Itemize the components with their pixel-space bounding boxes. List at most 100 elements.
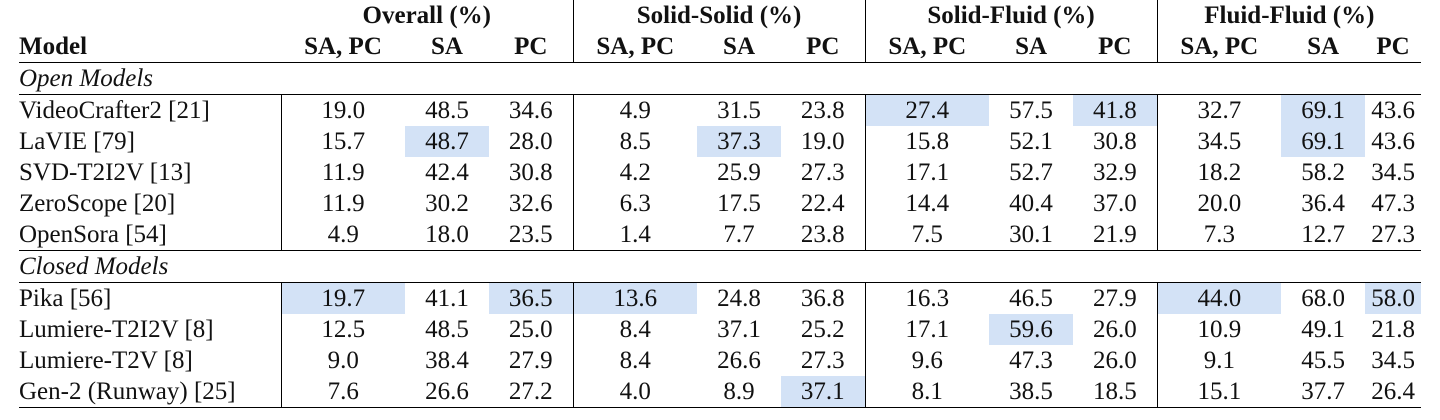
- value-cell: 41.1: [405, 282, 489, 314]
- value-cell: 7.3: [1156, 219, 1282, 251]
- value-cell: 8.1: [864, 376, 990, 408]
- value-cell: 48.5: [405, 94, 489, 126]
- value-cell: 34.5: [1371, 159, 1415, 186]
- subheader-sa-pc: SA, PC: [304, 33, 382, 60]
- value-cell: 38.4: [425, 347, 469, 374]
- value-cell: 23.8: [800, 221, 845, 248]
- value-cell: 48.7: [405, 126, 489, 157]
- value-cell: 15.8: [864, 126, 990, 157]
- value-cell: 43.6: [1365, 94, 1422, 126]
- value-cell: 17.1: [864, 314, 990, 345]
- subheader-pc: PC: [514, 33, 548, 60]
- value-cell: 42.4: [425, 159, 469, 186]
- value-cell: 49.1: [1301, 316, 1345, 343]
- subheader-sa: SA: [723, 33, 756, 60]
- value-cell: 20.0: [1156, 188, 1282, 219]
- value-cell: 8.9: [697, 376, 782, 408]
- value-cell: 34.5: [1371, 347, 1415, 374]
- value-cell: 69.1: [1281, 94, 1366, 126]
- value-cell: 23.5: [508, 221, 553, 248]
- value-cell: 58.2: [1301, 159, 1345, 186]
- subheader-row: Model SA, PC SA PC SA, PC SA PC SA, PC S…: [19, 31, 1421, 63]
- value-cell: 7.7: [723, 221, 755, 248]
- value-cell: 19.0: [800, 128, 845, 155]
- value-cell: 14.4: [864, 188, 990, 219]
- value-cell: 8.4: [572, 314, 698, 345]
- value-cell: 4.9: [572, 94, 698, 126]
- value-cell: 36.4: [1301, 190, 1345, 217]
- value-cell: 4.9: [280, 219, 405, 251]
- value-cell: 9.6: [864, 345, 990, 376]
- value-cell: 52.1: [1009, 128, 1053, 155]
- model-name-cell: Gen-2 (Runway) [25]: [19, 376, 281, 408]
- model-name-cell: LaVIE [79]: [19, 128, 135, 155]
- subheader-sa: SA: [1015, 33, 1048, 60]
- value-cell: 11.9: [280, 188, 405, 219]
- value-cell: 32.9: [1092, 159, 1137, 186]
- section-label: Open Models: [19, 62, 1422, 95]
- value-cell: 68.0: [1281, 282, 1366, 314]
- table-row: ZeroScope [20] 11.9 30.2 32.6 6.3 17.5 22.4 14.…: [19, 188, 1421, 219]
- value-cell: 18.5: [1073, 376, 1158, 408]
- value-cell: 1.4: [572, 219, 698, 251]
- results-table: Overall (%) Solid-Solid (%) Solid-Fluid …: [19, 0, 1422, 408]
- subheader-sa: SA: [431, 33, 463, 60]
- value-cell: 13.6: [572, 282, 698, 314]
- value-cell: 45.5: [1301, 347, 1345, 374]
- value-cell: 4.2: [572, 157, 698, 188]
- value-cell: 21.9: [1092, 221, 1137, 248]
- value-cell: 30.1: [1009, 221, 1053, 248]
- subheader-sa: SA: [1307, 33, 1340, 60]
- value-cell: 37.1: [781, 376, 866, 408]
- subheader-sa-pc: SA, PC: [1156, 31, 1282, 63]
- value-cell: 37.0: [1092, 190, 1137, 217]
- subheader-pc: PC: [806, 33, 840, 60]
- value-cell: 19.0: [280, 94, 405, 126]
- value-cell: 8.5: [572, 126, 698, 157]
- value-cell: 27.3: [1371, 221, 1415, 248]
- value-cell: 25.0: [508, 316, 553, 343]
- value-cell: 46.5: [989, 282, 1074, 314]
- table-body: Open Models VideoCrafter2 [21] 19.0 48.5 34.…: [19, 62, 1422, 408]
- value-cell: 30.2: [425, 190, 469, 217]
- value-cell: 31.5: [697, 94, 782, 126]
- value-cell: 40.4: [1009, 190, 1053, 217]
- value-cell: 23.8: [781, 94, 866, 126]
- value-cell: 27.4: [864, 94, 990, 126]
- value-cell: 18.2: [1156, 157, 1282, 188]
- value-cell: 34.6: [489, 94, 574, 126]
- value-cell: 30.8: [508, 159, 553, 186]
- section-label: Closed Models: [19, 250, 1422, 283]
- table-row: Lumiere-T2V [8] 9.0 38.4 27.9 8.4 26.6 27.3 9.6…: [19, 345, 1421, 376]
- value-cell: 21.8: [1371, 316, 1415, 343]
- value-cell: 57.5: [989, 94, 1074, 126]
- group-header-empty: [19, 0, 281, 31]
- value-cell: 26.6: [717, 347, 761, 374]
- value-cell: 36.5: [489, 282, 574, 314]
- value-cell: 15.1: [1156, 376, 1282, 408]
- value-cell: 37.7: [1281, 376, 1366, 408]
- value-cell: 26.6: [405, 376, 489, 408]
- model-name-cell: Lumiere-T2I2V [8]: [19, 316, 214, 343]
- subheader-pc: PC: [1376, 33, 1410, 60]
- table-row: LaVIE [79] 15.7 48.7 28.0 8.5 37.3 19.0 15.8 52.…: [19, 126, 1421, 157]
- value-cell: 24.8: [697, 282, 782, 314]
- table-row: SVD-T2I2V [13] 11.9 42.4 30.8 4.2 25.9 27.3 17.…: [19, 157, 1421, 188]
- value-cell: 37.3: [697, 126, 782, 157]
- value-cell: 36.8: [781, 282, 866, 314]
- value-cell: 19.7: [280, 282, 405, 314]
- value-cell: 6.3: [572, 188, 698, 219]
- table-row: OpenSora [54] 4.9 18.0 23.5 1.4 7.7 23.8 7.5 30.…: [19, 219, 1421, 251]
- group-header-solid-solid: Solid-Solid (%): [572, 0, 866, 31]
- value-cell: 27.3: [800, 159, 845, 186]
- value-cell: 8.4: [572, 345, 698, 376]
- value-cell: 12.5: [280, 314, 405, 345]
- value-cell: 38.5: [989, 376, 1074, 408]
- value-cell: 26.0: [1092, 347, 1137, 374]
- value-cell: 7.6: [280, 376, 405, 408]
- value-cell: 59.6: [989, 314, 1074, 345]
- value-cell: 18.0: [425, 221, 469, 248]
- value-cell: 9.0: [280, 345, 405, 376]
- model-name-cell: Lumiere-T2V [8]: [19, 347, 193, 374]
- value-cell: 43.6: [1371, 128, 1415, 155]
